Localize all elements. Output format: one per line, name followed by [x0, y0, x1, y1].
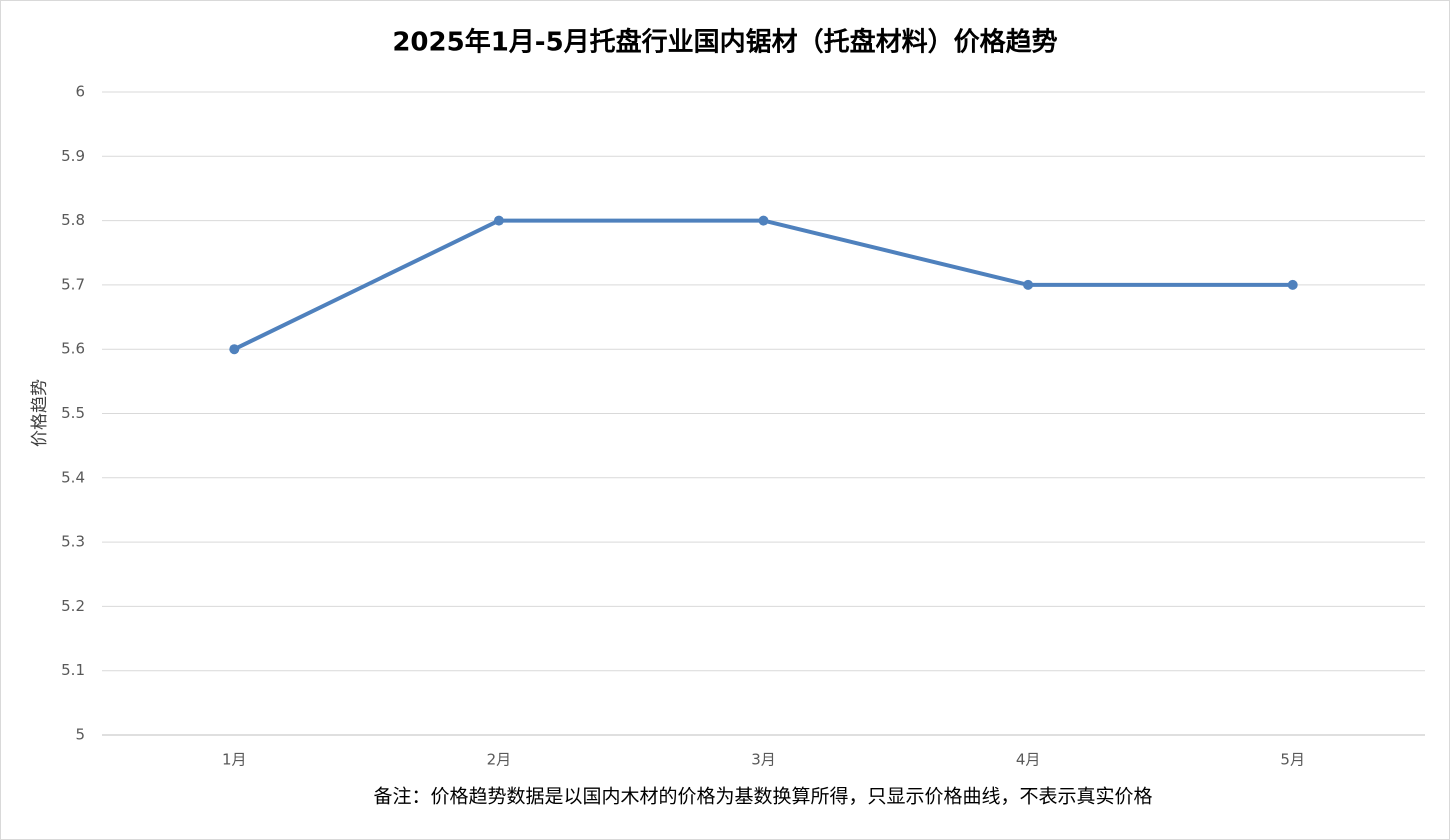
x-tick-label: 2月 — [487, 751, 512, 769]
y-tick-label: 5.7 — [61, 275, 85, 293]
data-point — [758, 215, 769, 226]
y-tick-label: 5.6 — [61, 340, 85, 358]
x-tick-label: 1月 — [222, 751, 247, 769]
x-tick-label: 5月 — [1280, 751, 1305, 769]
data-point — [229, 344, 240, 355]
y-tick-label: 5 — [75, 726, 85, 744]
y-tick-label: 5.9 — [61, 147, 85, 165]
y-tick-label: 5.2 — [61, 597, 85, 615]
x-tick-label: 4月 — [1016, 751, 1041, 769]
y-tick-label: 5.4 — [61, 468, 85, 486]
y-tick-label: 5.3 — [61, 533, 85, 551]
chart-title: 2025年1月-5月托盘行业国内锯材（托盘材料）价格趋势 — [392, 27, 1057, 58]
data-point — [1287, 279, 1298, 290]
y-tick-label: 5.8 — [61, 211, 85, 229]
chart-note: 备注：价格趋势数据是以国内木材的价格为基数换算所得，只显示价格曲线，不表示真实价… — [373, 786, 1152, 808]
y-axis-label: 价格趋势 — [30, 379, 50, 447]
y-tick-label: 5.1 — [61, 661, 85, 679]
y-tick-label: 6 — [75, 83, 85, 101]
y-tick-label: 5.5 — [61, 404, 85, 422]
data-point — [1023, 279, 1034, 290]
x-tick-label: 3月 — [751, 751, 776, 769]
data-point — [493, 215, 504, 226]
